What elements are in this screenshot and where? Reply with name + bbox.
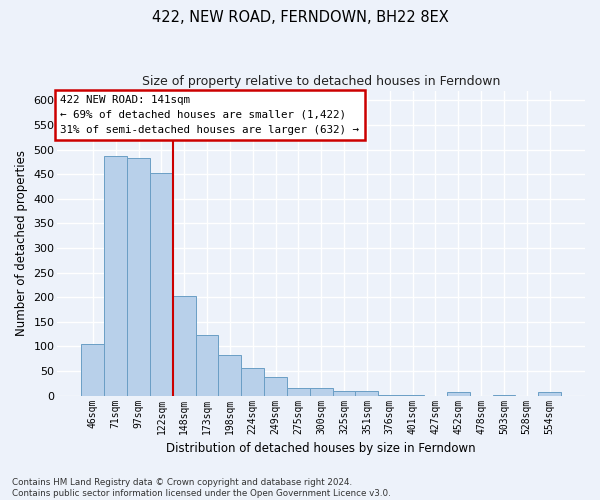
- Bar: [150, 173, 173, 396]
- X-axis label: Distribution of detached houses by size in Ferndown: Distribution of detached houses by size …: [166, 442, 476, 455]
- Bar: [82, 344, 104, 396]
- Bar: [538, 392, 561, 396]
- Y-axis label: Number of detached properties: Number of detached properties: [15, 150, 28, 336]
- Bar: [310, 388, 332, 396]
- Text: Contains HM Land Registry data © Crown copyright and database right 2024.
Contai: Contains HM Land Registry data © Crown c…: [12, 478, 391, 498]
- Bar: [218, 355, 241, 396]
- Bar: [127, 158, 150, 396]
- Bar: [264, 377, 287, 396]
- Bar: [241, 368, 264, 396]
- Bar: [196, 335, 218, 396]
- Text: 422, NEW ROAD, FERNDOWN, BH22 8EX: 422, NEW ROAD, FERNDOWN, BH22 8EX: [152, 10, 448, 25]
- Title: Size of property relative to detached houses in Ferndown: Size of property relative to detached ho…: [142, 75, 500, 88]
- Text: 422 NEW ROAD: 141sqm
← 69% of detached houses are smaller (1,422)
31% of semi-de: 422 NEW ROAD: 141sqm ← 69% of detached h…: [60, 95, 359, 134]
- Bar: [287, 388, 310, 396]
- Bar: [332, 390, 355, 396]
- Bar: [104, 156, 127, 396]
- Bar: [355, 391, 379, 396]
- Bar: [447, 392, 470, 396]
- Bar: [173, 296, 196, 396]
